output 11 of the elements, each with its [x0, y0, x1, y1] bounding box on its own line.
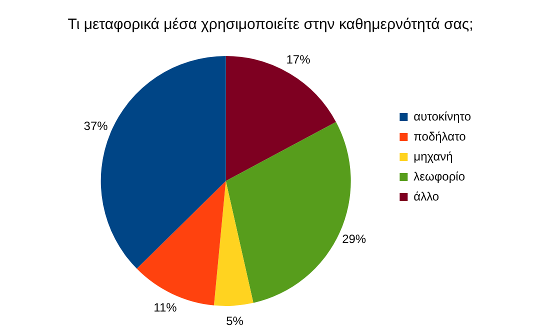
data-label: 37% [84, 118, 108, 133]
legend-label: μηχανή [414, 149, 453, 164]
data-label: 5% [226, 314, 244, 328]
legend-label: άλλο [414, 189, 440, 204]
legend-label: ποδήλατο [414, 129, 466, 144]
legend-label: αυτοκίνητο [414, 109, 472, 124]
data-label: 17% [286, 52, 311, 66]
legend-label: λεωφορίο [414, 169, 466, 184]
data-label: 29% [342, 232, 366, 246]
chart-title: Τι μεταφορικά μέσα χρησιμοποιείτε στην καθημερνότητά σας; [68, 16, 474, 34]
data-label: 11% [154, 300, 178, 315]
